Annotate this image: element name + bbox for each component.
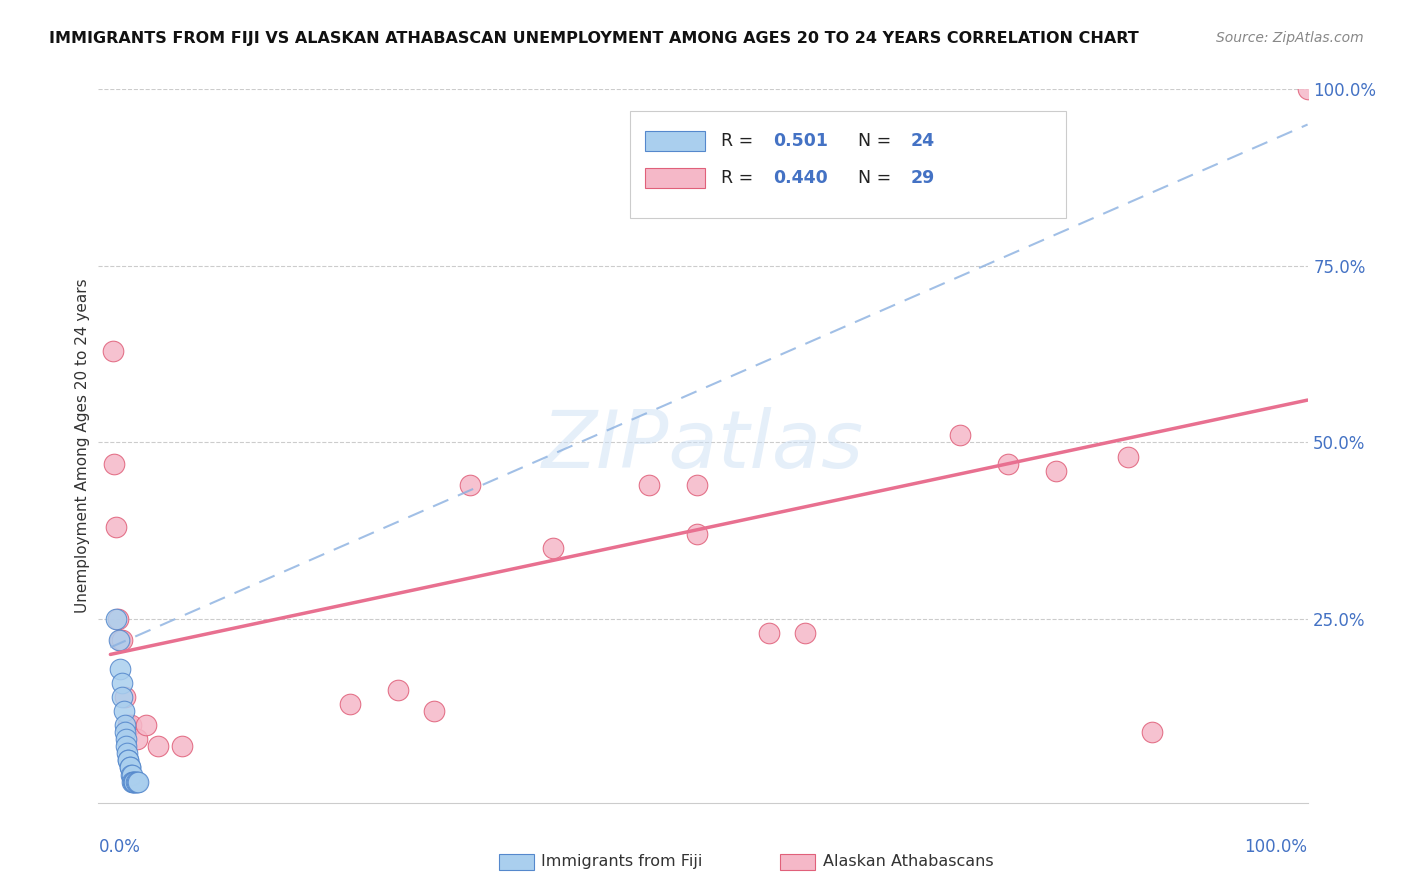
Point (115, 732, 138, 747)
Point (949, 428, 972, 442)
Text: IMMIGRANTS FROM FIJI VS ALASKAN ATHABASCAN UNEMPLOYMENT AMONG AGES 20 TO 24 YEAR: IMMIGRANTS FROM FIJI VS ALASKAN ATHABASC… (49, 31, 1139, 46)
Point (107, 612, 129, 626)
Text: Source: ZipAtlas.com: Source: ZipAtlas.com (1216, 31, 1364, 45)
Point (422, 704, 444, 718)
Point (117, 753, 139, 767)
Text: N =: N = (858, 169, 897, 187)
Point (686, 478, 709, 492)
Point (103, 457, 125, 471)
Point (1116, 450, 1139, 464)
Text: 0.501: 0.501 (773, 132, 828, 150)
Point (172, 739, 194, 754)
Point (387, 682, 409, 697)
Point (997, 457, 1019, 471)
Text: R =: R = (721, 169, 759, 187)
Point (114, 690, 136, 704)
Text: Immigrants from Fiji: Immigrants from Fiji (541, 855, 703, 869)
Point (112, 704, 135, 718)
Text: 29: 29 (911, 169, 935, 187)
Point (118, 760, 141, 774)
Point (122, 774, 145, 789)
Point (339, 697, 361, 711)
Bar (645, 130, 706, 151)
Point (124, 774, 146, 789)
Point (686, 527, 709, 541)
Bar (645, 169, 706, 188)
Point (105, 520, 128, 534)
Point (107, 633, 129, 648)
Point (543, 541, 565, 556)
Point (1296, 82, 1319, 96)
Point (111, 675, 134, 690)
Point (125, 774, 148, 789)
Text: 24: 24 (911, 132, 935, 150)
Point (108, 662, 131, 676)
Point (124, 774, 146, 789)
Point (758, 626, 780, 640)
Point (101, 343, 124, 358)
Y-axis label: Unemployment Among Ages 20 to 24 years: Unemployment Among Ages 20 to 24 years (75, 278, 90, 614)
Point (124, 774, 146, 789)
Point (458, 478, 481, 492)
Point (121, 774, 143, 789)
Text: 100.0%: 100.0% (1244, 838, 1308, 856)
Point (117, 718, 139, 732)
Point (125, 732, 148, 747)
Point (1045, 464, 1067, 478)
Point (120, 718, 142, 732)
FancyBboxPatch shape (630, 111, 1066, 218)
Point (638, 478, 661, 492)
Point (115, 747, 138, 761)
Point (115, 739, 138, 754)
Point (105, 612, 128, 626)
Point (111, 633, 134, 648)
Point (111, 690, 134, 704)
Point (121, 767, 143, 781)
Text: R =: R = (721, 132, 759, 150)
Text: 0.0%: 0.0% (98, 838, 141, 856)
Text: ZIPatlas: ZIPatlas (541, 407, 865, 485)
Point (148, 739, 170, 754)
Text: Alaskan Athabascans: Alaskan Athabascans (823, 855, 993, 869)
Point (120, 767, 142, 781)
Text: 0.440: 0.440 (773, 169, 828, 187)
Point (114, 725, 136, 739)
Point (793, 626, 815, 640)
Point (108, 633, 131, 648)
Text: N =: N = (858, 132, 897, 150)
Point (1140, 725, 1163, 739)
Point (135, 718, 157, 732)
Point (117, 753, 139, 767)
Point (127, 774, 149, 789)
Point (118, 760, 141, 774)
Point (114, 718, 136, 732)
